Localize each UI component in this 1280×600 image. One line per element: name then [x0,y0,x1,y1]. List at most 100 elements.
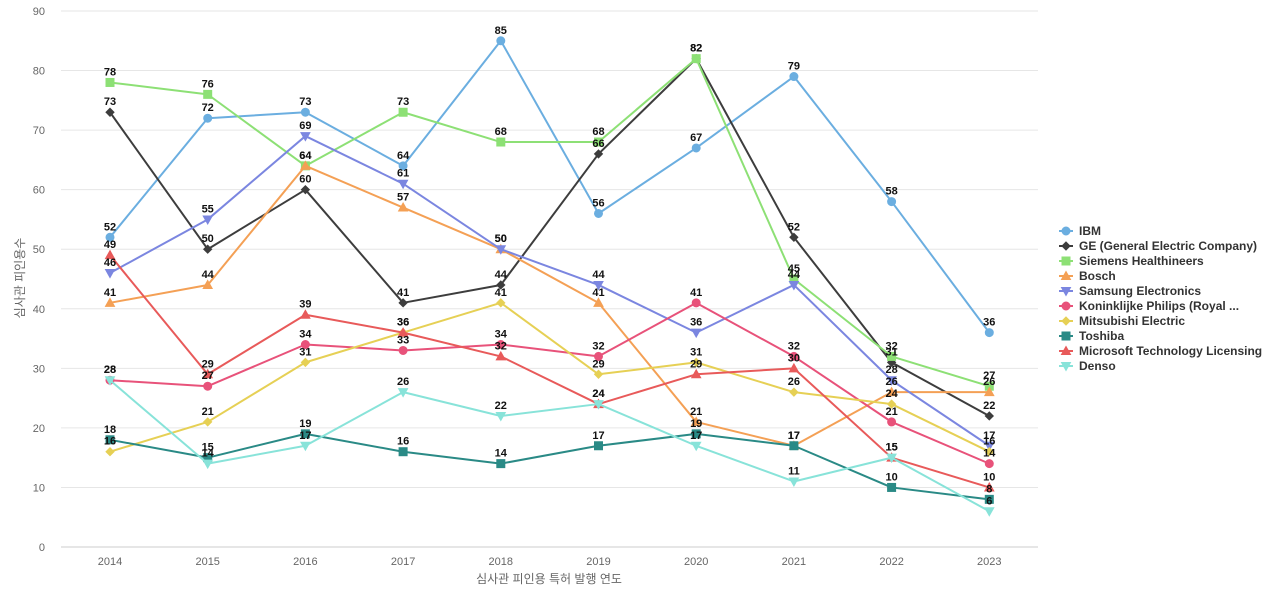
series-line[interactable] [109,254,990,489]
series-ibm[interactable] [105,36,994,338]
data-point[interactable] [397,388,409,398]
legend-item[interactable]: Mitsubishi Electric [1059,314,1185,328]
data-point[interactable] [594,441,603,451]
data-point[interactable] [886,399,897,409]
data-point[interactable] [105,435,115,445]
legend-item[interactable]: GE (General Electric Company) [1059,239,1257,253]
data-point[interactable] [397,202,409,212]
data-point[interactable] [887,197,897,207]
data-point[interactable] [496,459,506,469]
data-point[interactable] [105,232,115,242]
series-line[interactable] [109,135,990,447]
data-point[interactable] [690,368,702,379]
data-point[interactable] [105,107,115,117]
data-point[interactable] [202,417,213,427]
data-point[interactable] [789,232,799,243]
legend-item[interactable]: Koninklijke Philips (Royal ... [1059,299,1239,313]
data-point[interactable] [593,297,604,307]
data-point[interactable] [105,77,115,87]
data-point[interactable] [984,459,994,469]
data-point[interactable] [104,269,116,279]
data-point[interactable] [691,429,701,439]
series-ge-general-electric-company[interactable] [105,53,995,421]
legend-item[interactable]: Samsung Electronics [1059,284,1201,298]
legend-item[interactable]: Microsoft Technology Licensing [1059,344,1262,358]
legend-item[interactable]: Denso [1059,359,1116,373]
data-point[interactable] [496,298,506,308]
data-point[interactable] [496,137,506,147]
data-point[interactable] [984,328,994,338]
data-point[interactable] [300,357,311,368]
data-point[interactable] [203,381,213,391]
data-point[interactable] [203,89,213,99]
data-point[interactable] [104,249,116,260]
data-point[interactable] [593,400,604,410]
data-point[interactable] [496,36,506,46]
data-point[interactable] [398,107,408,117]
data-point[interactable] [300,441,311,452]
series-toshiba[interactable] [105,429,994,504]
series-line[interactable] [109,164,990,447]
data-point[interactable] [886,386,897,397]
data-point[interactable] [690,416,702,426]
series-line[interactable] [109,57,990,388]
series-bosch[interactable] [104,160,995,450]
data-point[interactable] [300,429,310,439]
data-point[interactable] [886,376,897,386]
data-point[interactable] [691,143,701,153]
series-koninklijke-philips-royal[interactable] [105,298,994,469]
data-point[interactable] [788,362,800,373]
data-point[interactable] [300,160,311,170]
data-point[interactable] [398,161,408,171]
data-point[interactable] [397,179,409,190]
data-point[interactable] [594,137,603,147]
series-samsung-electronics[interactable] [104,132,995,452]
data-point[interactable] [495,245,507,255]
data-point[interactable] [691,54,701,64]
data-point[interactable] [495,411,507,422]
data-point[interactable] [300,107,310,117]
data-point[interactable] [398,447,408,457]
data-point[interactable] [593,149,604,159]
data-point[interactable] [788,477,800,488]
data-point[interactable] [984,447,995,457]
data-point[interactable] [300,132,311,142]
legend-item[interactable]: Siemens Healthineers [1059,254,1204,268]
data-point[interactable] [398,298,408,308]
data-point[interactable] [105,447,115,457]
data-point[interactable] [984,494,994,504]
series-line[interactable] [109,432,990,501]
data-point[interactable] [496,280,506,290]
data-point[interactable] [300,340,310,350]
data-point[interactable] [202,368,214,379]
data-point[interactable] [983,507,995,517]
data-point[interactable] [691,357,701,368]
data-point[interactable] [789,351,799,361]
data-point[interactable] [496,340,506,350]
data-point[interactable] [398,345,408,355]
data-point[interactable] [104,376,116,386]
legend-item[interactable]: Toshiba [1059,329,1124,343]
data-point[interactable] [789,72,799,82]
data-point[interactable] [983,441,995,452]
data-point[interactable] [789,441,799,451]
series-denso[interactable] [104,376,995,517]
data-point[interactable] [788,280,800,291]
data-point[interactable] [984,411,995,421]
data-point[interactable] [886,453,897,464]
data-point[interactable] [690,441,702,452]
data-point[interactable] [300,184,311,195]
data-point[interactable] [887,351,897,361]
legend-item[interactable]: IBM [1059,224,1101,238]
series-line[interactable] [109,57,990,417]
data-point[interactable] [202,459,214,470]
series-line[interactable] [109,379,990,513]
data-point[interactable] [594,208,603,218]
series-line[interactable] [109,301,990,465]
data-point[interactable] [593,369,604,379]
data-point[interactable] [202,215,214,225]
data-point[interactable] [202,279,214,289]
data-point[interactable] [789,387,799,397]
data-point[interactable] [593,280,604,291]
